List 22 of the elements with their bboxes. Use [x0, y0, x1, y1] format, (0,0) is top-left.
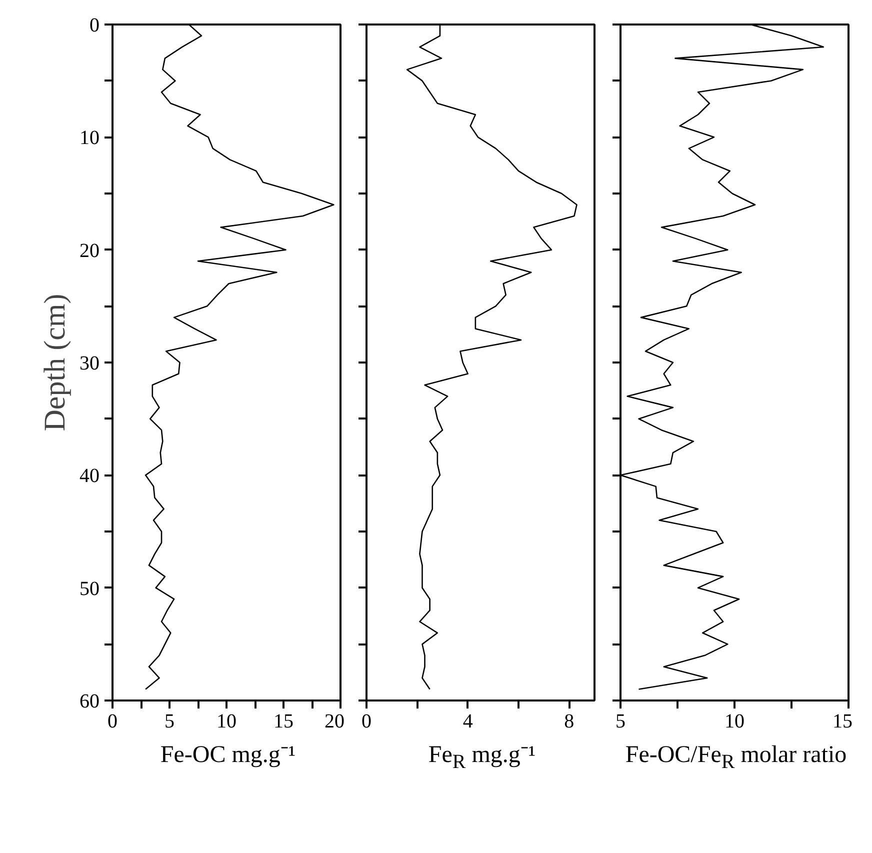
y-tick-label: 30 — [80, 352, 100, 374]
x-tick-label: 4 — [462, 710, 473, 732]
x-axis-title: Fe-OC/Fe$_{R}$ molar ratio — [625, 741, 847, 775]
y-tick-label: 0 — [90, 14, 100, 36]
y-tick-label: 10 — [80, 127, 100, 150]
y-tick-label: 60 — [80, 690, 100, 712]
x-tick-label: 0 — [108, 710, 118, 732]
x-tick-label: 15 — [274, 710, 294, 732]
x-tick-label: 10 — [724, 710, 744, 732]
x-tick-label: 5 — [616, 710, 626, 732]
y-tick-label: 40 — [80, 465, 100, 488]
y-tick-label: 20 — [80, 240, 100, 262]
x-tick-label: 10 — [216, 710, 236, 732]
x-tick-label: 0 — [362, 710, 372, 732]
x-axis-title: Fe$_{R}$ mg.g⁻¹ — [428, 741, 536, 775]
y-tick-label: 50 — [80, 578, 100, 600]
x-tick-label: 20 — [324, 710, 344, 732]
x-tick-label: 8 — [564, 710, 574, 732]
y-axis-title: Depth (cm) — [38, 294, 72, 432]
x-axis-title: Fe-OC mg.g⁻¹ — [160, 741, 296, 770]
x-tick-label: 5 — [164, 710, 174, 732]
x-tick-label: 15 — [832, 710, 852, 732]
